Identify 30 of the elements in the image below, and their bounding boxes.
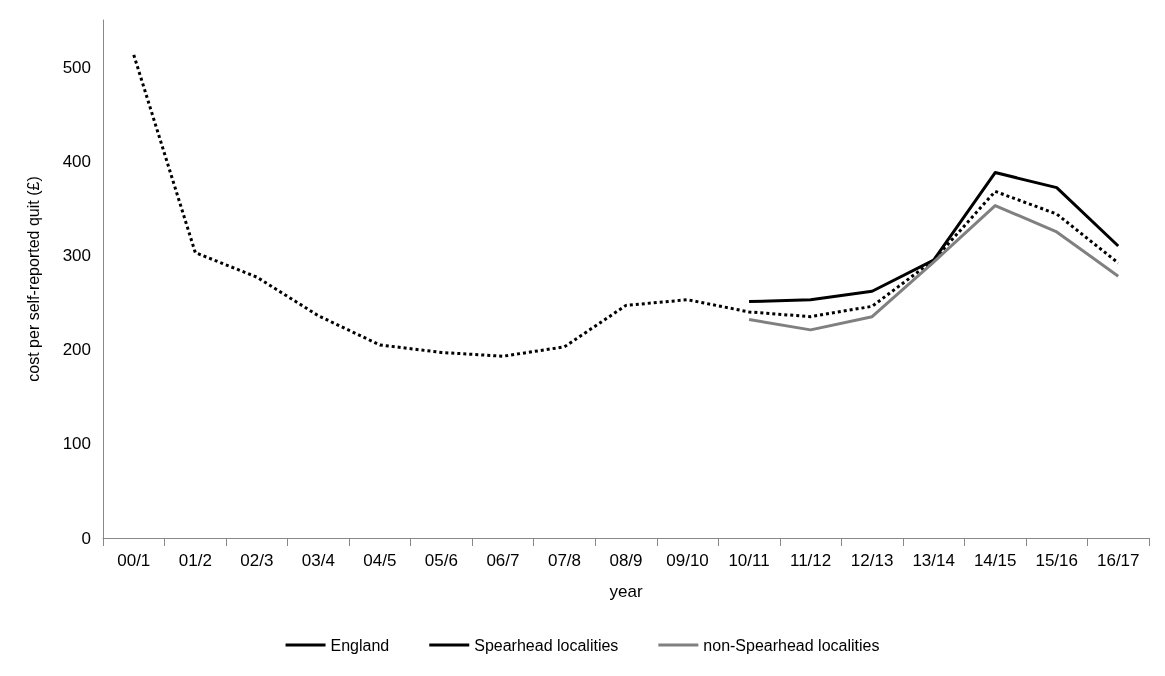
y-tick-label: 200 [62, 340, 91, 360]
y-tick-label: 400 [62, 151, 91, 171]
y-tick-label: 500 [62, 57, 91, 77]
line-series [132, 53, 1120, 358]
x-tick-label: 01/2 [178, 551, 212, 570]
x-tick-label: 11/12 [789, 551, 832, 570]
legend-label: non-Spearhead localities [703, 636, 880, 654]
y-tick-label: 0 [81, 528, 91, 548]
x-tick-label: 03/4 [301, 551, 335, 570]
legend-label: Spearhead localities [474, 636, 619, 654]
y-axis-title: cost per self-reported quit (£) [24, 176, 42, 382]
x-tick-label: 13/14 [912, 551, 955, 570]
x-tick-label: 08/9 [609, 551, 643, 570]
x-tick-label: 00/1 [117, 551, 151, 570]
y-tick-label: 300 [62, 245, 91, 265]
x-axis-title: year [609, 582, 643, 601]
legend-label: England [330, 636, 390, 654]
x-tick-label: 12/13 [850, 551, 894, 570]
line-series [747, 204, 1120, 332]
x-tick-label: 04/5 [363, 551, 397, 570]
x-tick-label: 02/3 [240, 551, 274, 570]
x-tick-label: 06/7 [486, 551, 520, 570]
x-tick-label: 09/10 [666, 551, 709, 570]
x-tick-label: 14/15 [973, 551, 1017, 570]
y-tick-label: 100 [62, 434, 91, 454]
x-tick-label: 05/6 [424, 551, 458, 570]
x-tick-label: 07/8 [547, 551, 582, 570]
x-tick-label: 10/11 [728, 551, 770, 570]
x-tick-label: 15/16 [1035, 551, 1078, 570]
x-tick-label: 16/17 [1096, 551, 1140, 570]
